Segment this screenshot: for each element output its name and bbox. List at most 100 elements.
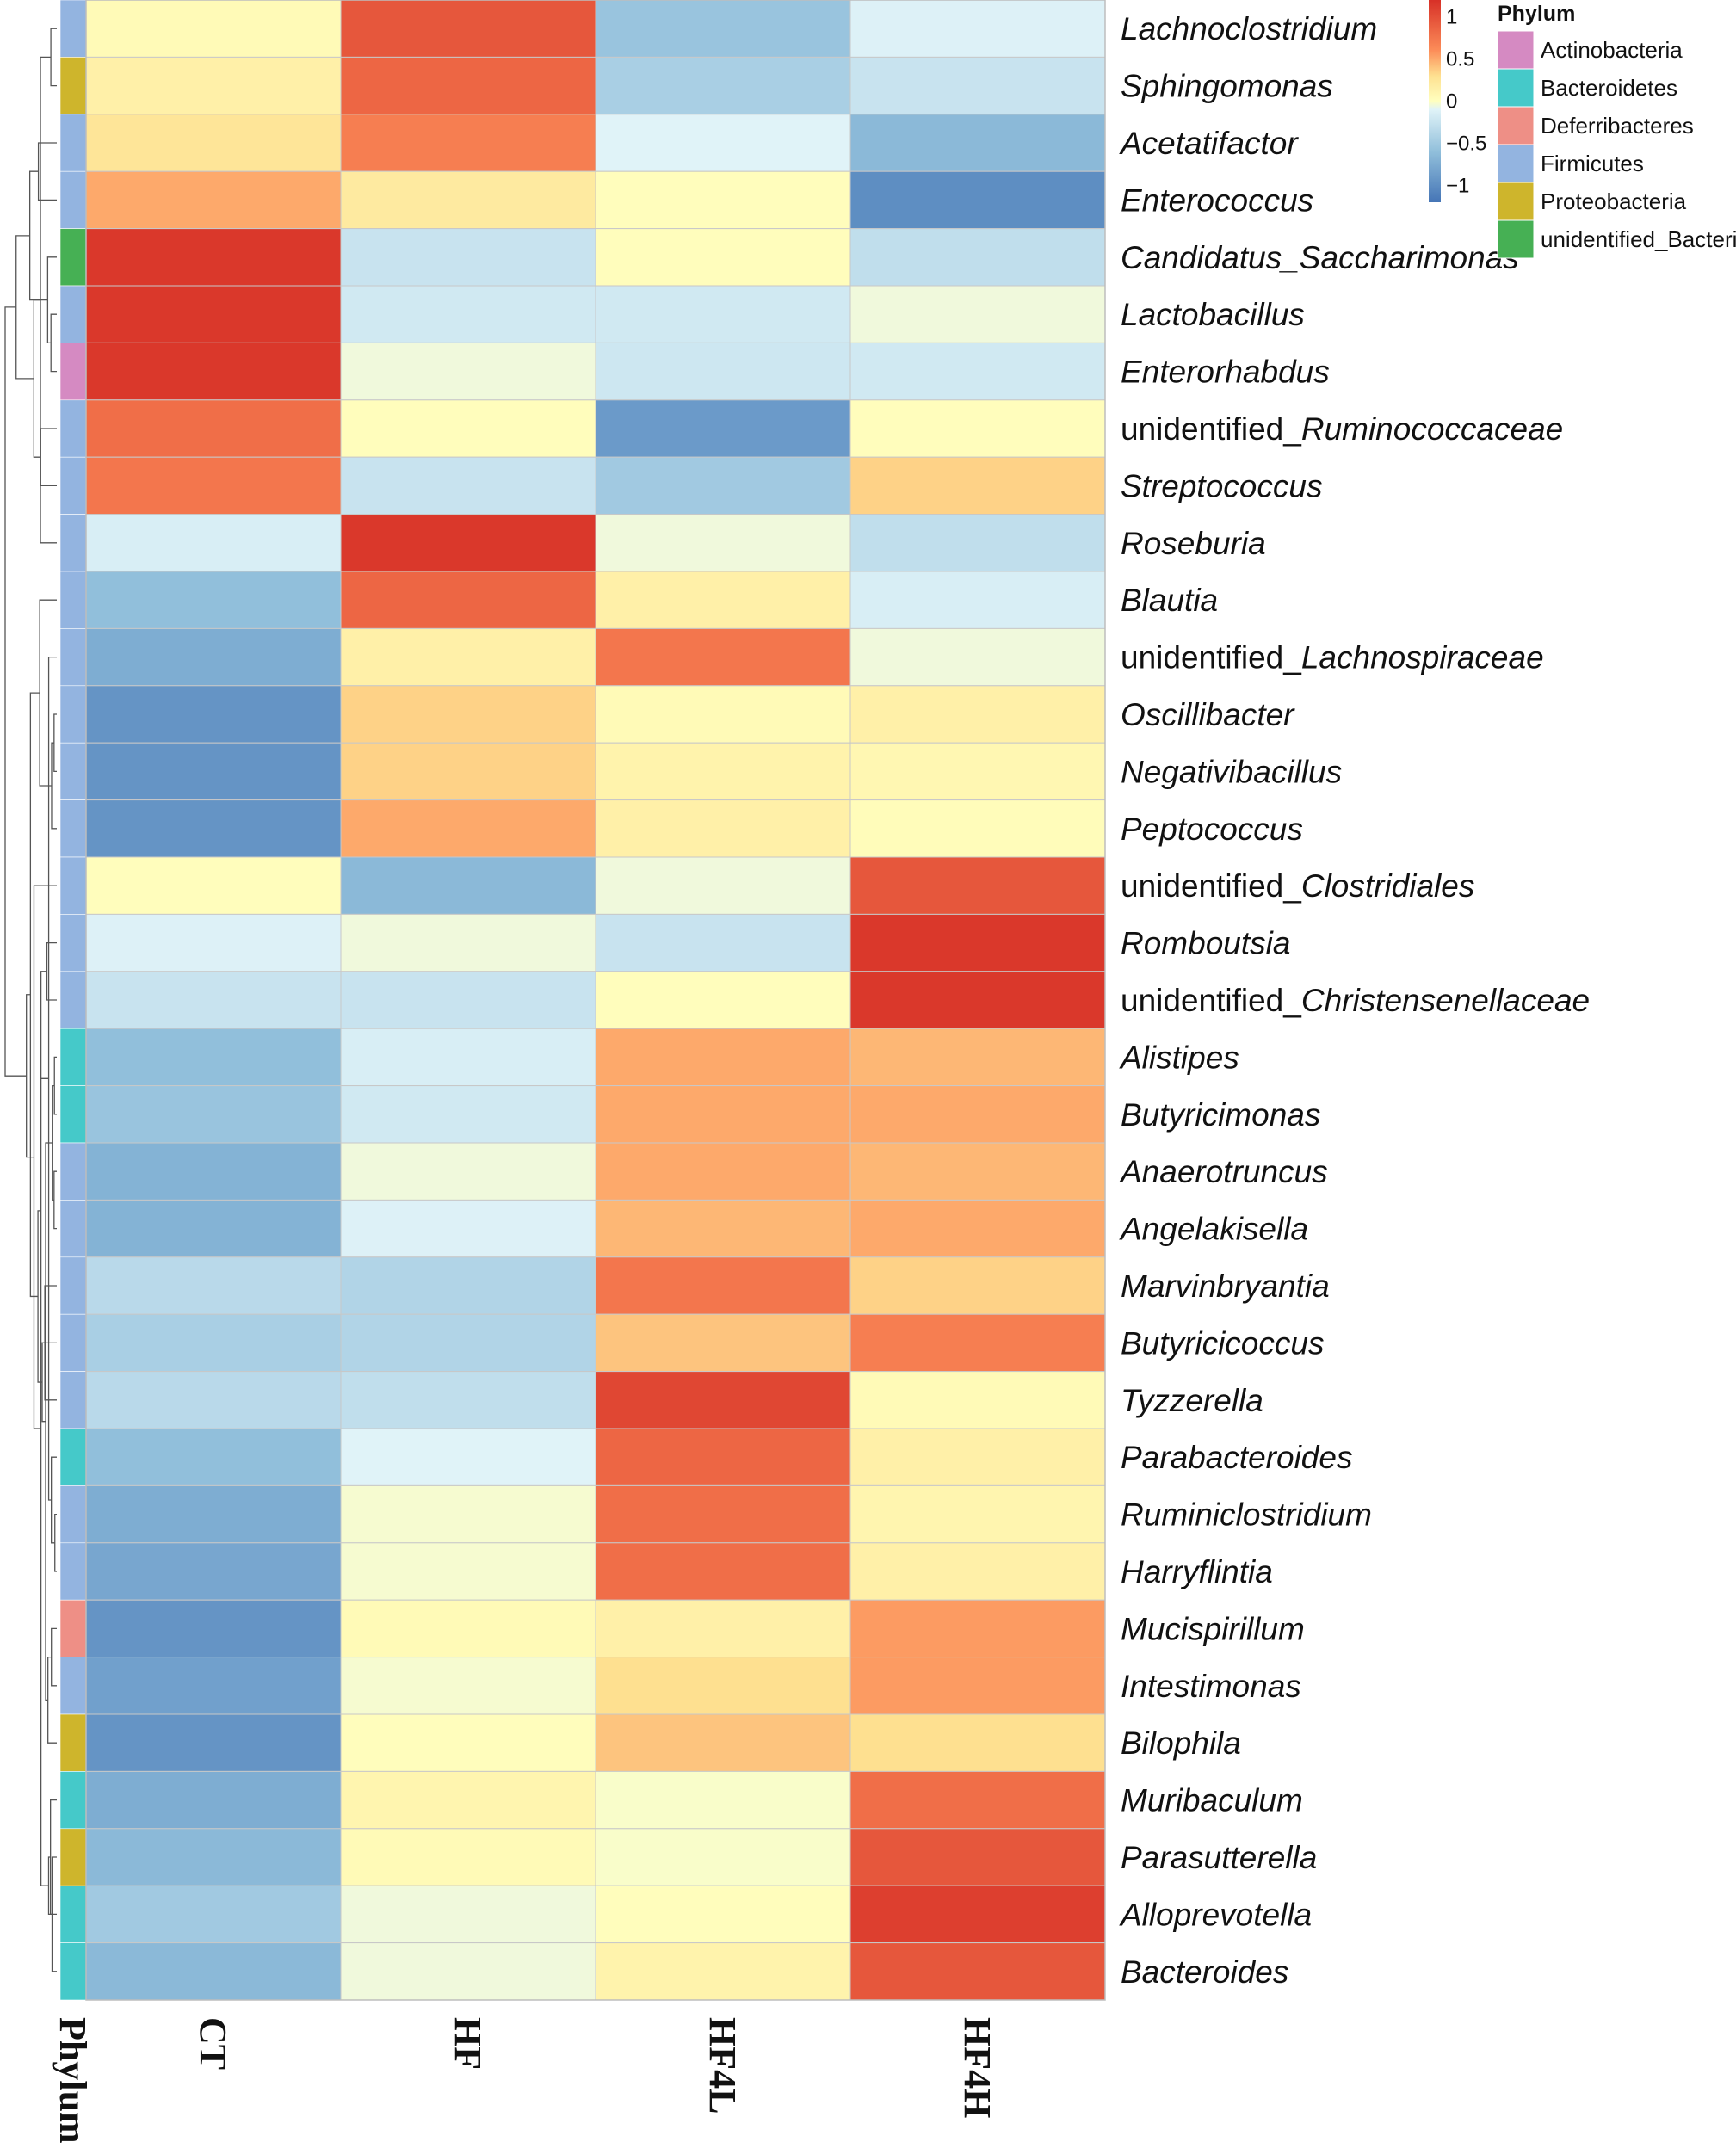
phylum-legend-label-bacteroidetes: Bacteroidetes (1541, 75, 1677, 101)
cell-parabacteroides-hf (340, 1428, 596, 1486)
dendrogram-branch-2 (53, 713, 57, 773)
cell-blautia-hf4l (595, 571, 851, 629)
cell-butyricimonas-ct (85, 1085, 342, 1144)
cell-intestimonas-hf (340, 1657, 596, 1715)
dendrogram-branch-0 (54, 1513, 57, 1572)
cell-blautia-ct (85, 571, 342, 629)
cell-harryflintia-ct (85, 1542, 342, 1601)
phylum-legend-label-deferribacteres: Deferribacteres (1541, 113, 1694, 139)
row-label-butyricimonas: Butyricimonas (1121, 1097, 1320, 1133)
phylum-cell-ruminococcaceae (59, 399, 87, 458)
color-scale-legend: 1 0.5 0 −0.5 −1 (1429, 0, 1486, 202)
cell-butyricicoccus-hf (340, 1313, 596, 1373)
cell-muribaculum-hf (340, 1770, 596, 1830)
cell-mucispirillum-hf (340, 1599, 596, 1658)
cell-ruminiclostridium-hf4l (595, 1484, 851, 1544)
cell-marvinbryantia-hf4h (849, 1256, 1106, 1315)
cell-negativibacillus-hf (340, 742, 596, 801)
column-label-ct: CT (192, 2017, 234, 2070)
phylum-legend-label-actinobacteria: Actinobacteria (1541, 37, 1683, 63)
row-label-sphingomonas: Sphingomonas (1121, 69, 1333, 104)
row-label-intestimonas: Intestimonas (1121, 1669, 1301, 1704)
phylum-cell-tyzzerella (59, 1371, 87, 1429)
cell-harryflintia-hf4h (849, 1542, 1106, 1601)
cell-clostridiales-hf4h (849, 856, 1106, 915)
cell-parasutterella-ct (85, 1828, 342, 1886)
cell-streptococcus-hf4h (849, 456, 1106, 515)
cell-roseburia-hf4h (849, 514, 1106, 572)
phylum-cell-candidatus-saccharimonas (59, 228, 87, 287)
cell-alistipes-hf4l (595, 1028, 851, 1087)
phylum-cell-streptococcus (59, 456, 87, 515)
row-label-ruminococcaceae: unidentified_Ruminococcaceae (1121, 411, 1563, 447)
phylum-cell-marvinbryantia (59, 1256, 87, 1315)
cell-enterorhabdus-ct (85, 342, 342, 401)
phylum-cell-alistipes (59, 1028, 87, 1086)
cell-lachnospiraceae-hf4l (595, 627, 851, 687)
row-label-bilophila: Bilophila (1121, 1725, 1241, 1761)
row-label-ruminiclostridium: Ruminiclostridium (1121, 1497, 1372, 1533)
heatmap-border (85, 0, 1106, 2001)
dendrogram-branch-33 (4, 306, 27, 1077)
cell-bacteroides-hf (340, 1942, 596, 2001)
cell-anaerotruncus-hf (340, 1142, 596, 1201)
cell-roseburia-ct (85, 514, 342, 572)
row-label-tyzzerella: Tyzzerella (1121, 1383, 1263, 1418)
phylum-cell-romboutsia (59, 914, 87, 972)
cell-butyricimonas-hf4h (849, 1085, 1106, 1144)
phylum-cell-roseburia (59, 514, 87, 572)
row-label-parasutterella: Parasutterella (1121, 1840, 1317, 1875)
phylum-legend-swatch-proteobacteria (1497, 182, 1535, 221)
cell-candidatus-saccharimonas-hf4h (849, 228, 1106, 287)
cell-anaerotruncus-hf4h (849, 1142, 1106, 1201)
phylum-cell-angelakisella (59, 1200, 87, 1258)
cell-oscillibacter-hf (340, 685, 596, 744)
phylum-legend-swatch-deferribacteres (1497, 106, 1535, 145)
cell-parabacteroides-hf4l (595, 1428, 851, 1486)
cell-candidatus-saccharimonas-ct (85, 228, 342, 287)
cell-butyricicoccus-hf4l (595, 1313, 851, 1373)
cell-angelakisella-hf4l (595, 1199, 851, 1258)
color-scale-tick-0: 1 (1446, 6, 1457, 29)
cell-sphingomonas-hf4l (595, 56, 851, 115)
row-label-muribaculum: Muribaculum (1121, 1783, 1303, 1818)
cell-mucispirillum-hf4l (595, 1599, 851, 1658)
cell-tyzzerella-hf4l (595, 1371, 851, 1429)
cell-enterorhabdus-hf (340, 342, 596, 401)
phylum-legend-label-unidentified-bacteria: unidentified_Bacteria (1541, 226, 1736, 252)
row-label-candidatus-saccharimonas: Candidatus_Saccharimonas (1121, 240, 1519, 275)
cell-alistipes-hf (340, 1028, 596, 1087)
color-scale-bar (1429, 0, 1441, 202)
color-scale-tick-3: −0.5 (1446, 132, 1486, 155)
dendrogram-branch-26 (37, 1210, 43, 1383)
cell-clostridiales-ct (85, 856, 342, 915)
row-label-christensenellaceae: unidentified_Christensenellaceae (1121, 983, 1590, 1018)
row-label-roseburia: Roseburia (1121, 526, 1266, 561)
cell-streptococcus-hf (340, 456, 596, 515)
cell-blautia-hf4h (849, 571, 1106, 629)
cell-peptococcus-ct (85, 799, 342, 858)
cell-butyricicoccus-hf4h (849, 1313, 1106, 1373)
cell-tyzzerella-ct (85, 1371, 342, 1429)
cell-angelakisella-hf (340, 1199, 596, 1258)
cell-intestimonas-hf4l (595, 1657, 851, 1715)
column-label-hf: HF (447, 2017, 489, 2070)
phylum-cell-lachnospiraceae (59, 628, 87, 687)
dendrogram-branch-22 (40, 428, 57, 487)
cell-intestimonas-hf4h (849, 1657, 1106, 1715)
row-label-negativibacillus: Negativibacillus (1121, 754, 1342, 789)
cell-enterococcus-hf4h (849, 170, 1106, 230)
annotation-column-label: Phylum (52, 2017, 94, 2144)
phylum-cell-christensenellaceae (59, 971, 87, 1029)
cell-blautia-hf (340, 571, 596, 629)
dendrogram-branch-19 (41, 1342, 57, 1423)
cell-muribaculum-hf4l (595, 1770, 851, 1830)
phylum-legend-swatch-firmicutes (1497, 144, 1535, 183)
cell-clostridiales-hf (340, 856, 596, 915)
cell-parasutterella-hf4l (595, 1828, 851, 1886)
phylum-cell-bilophila (59, 1713, 87, 1772)
cell-candidatus-saccharimonas-hf4l (595, 228, 851, 287)
cell-enterorhabdus-hf4l (595, 342, 851, 401)
phylum-cell-parabacteroides (59, 1428, 87, 1486)
phylum-cell-anaerotruncus (59, 1142, 87, 1201)
